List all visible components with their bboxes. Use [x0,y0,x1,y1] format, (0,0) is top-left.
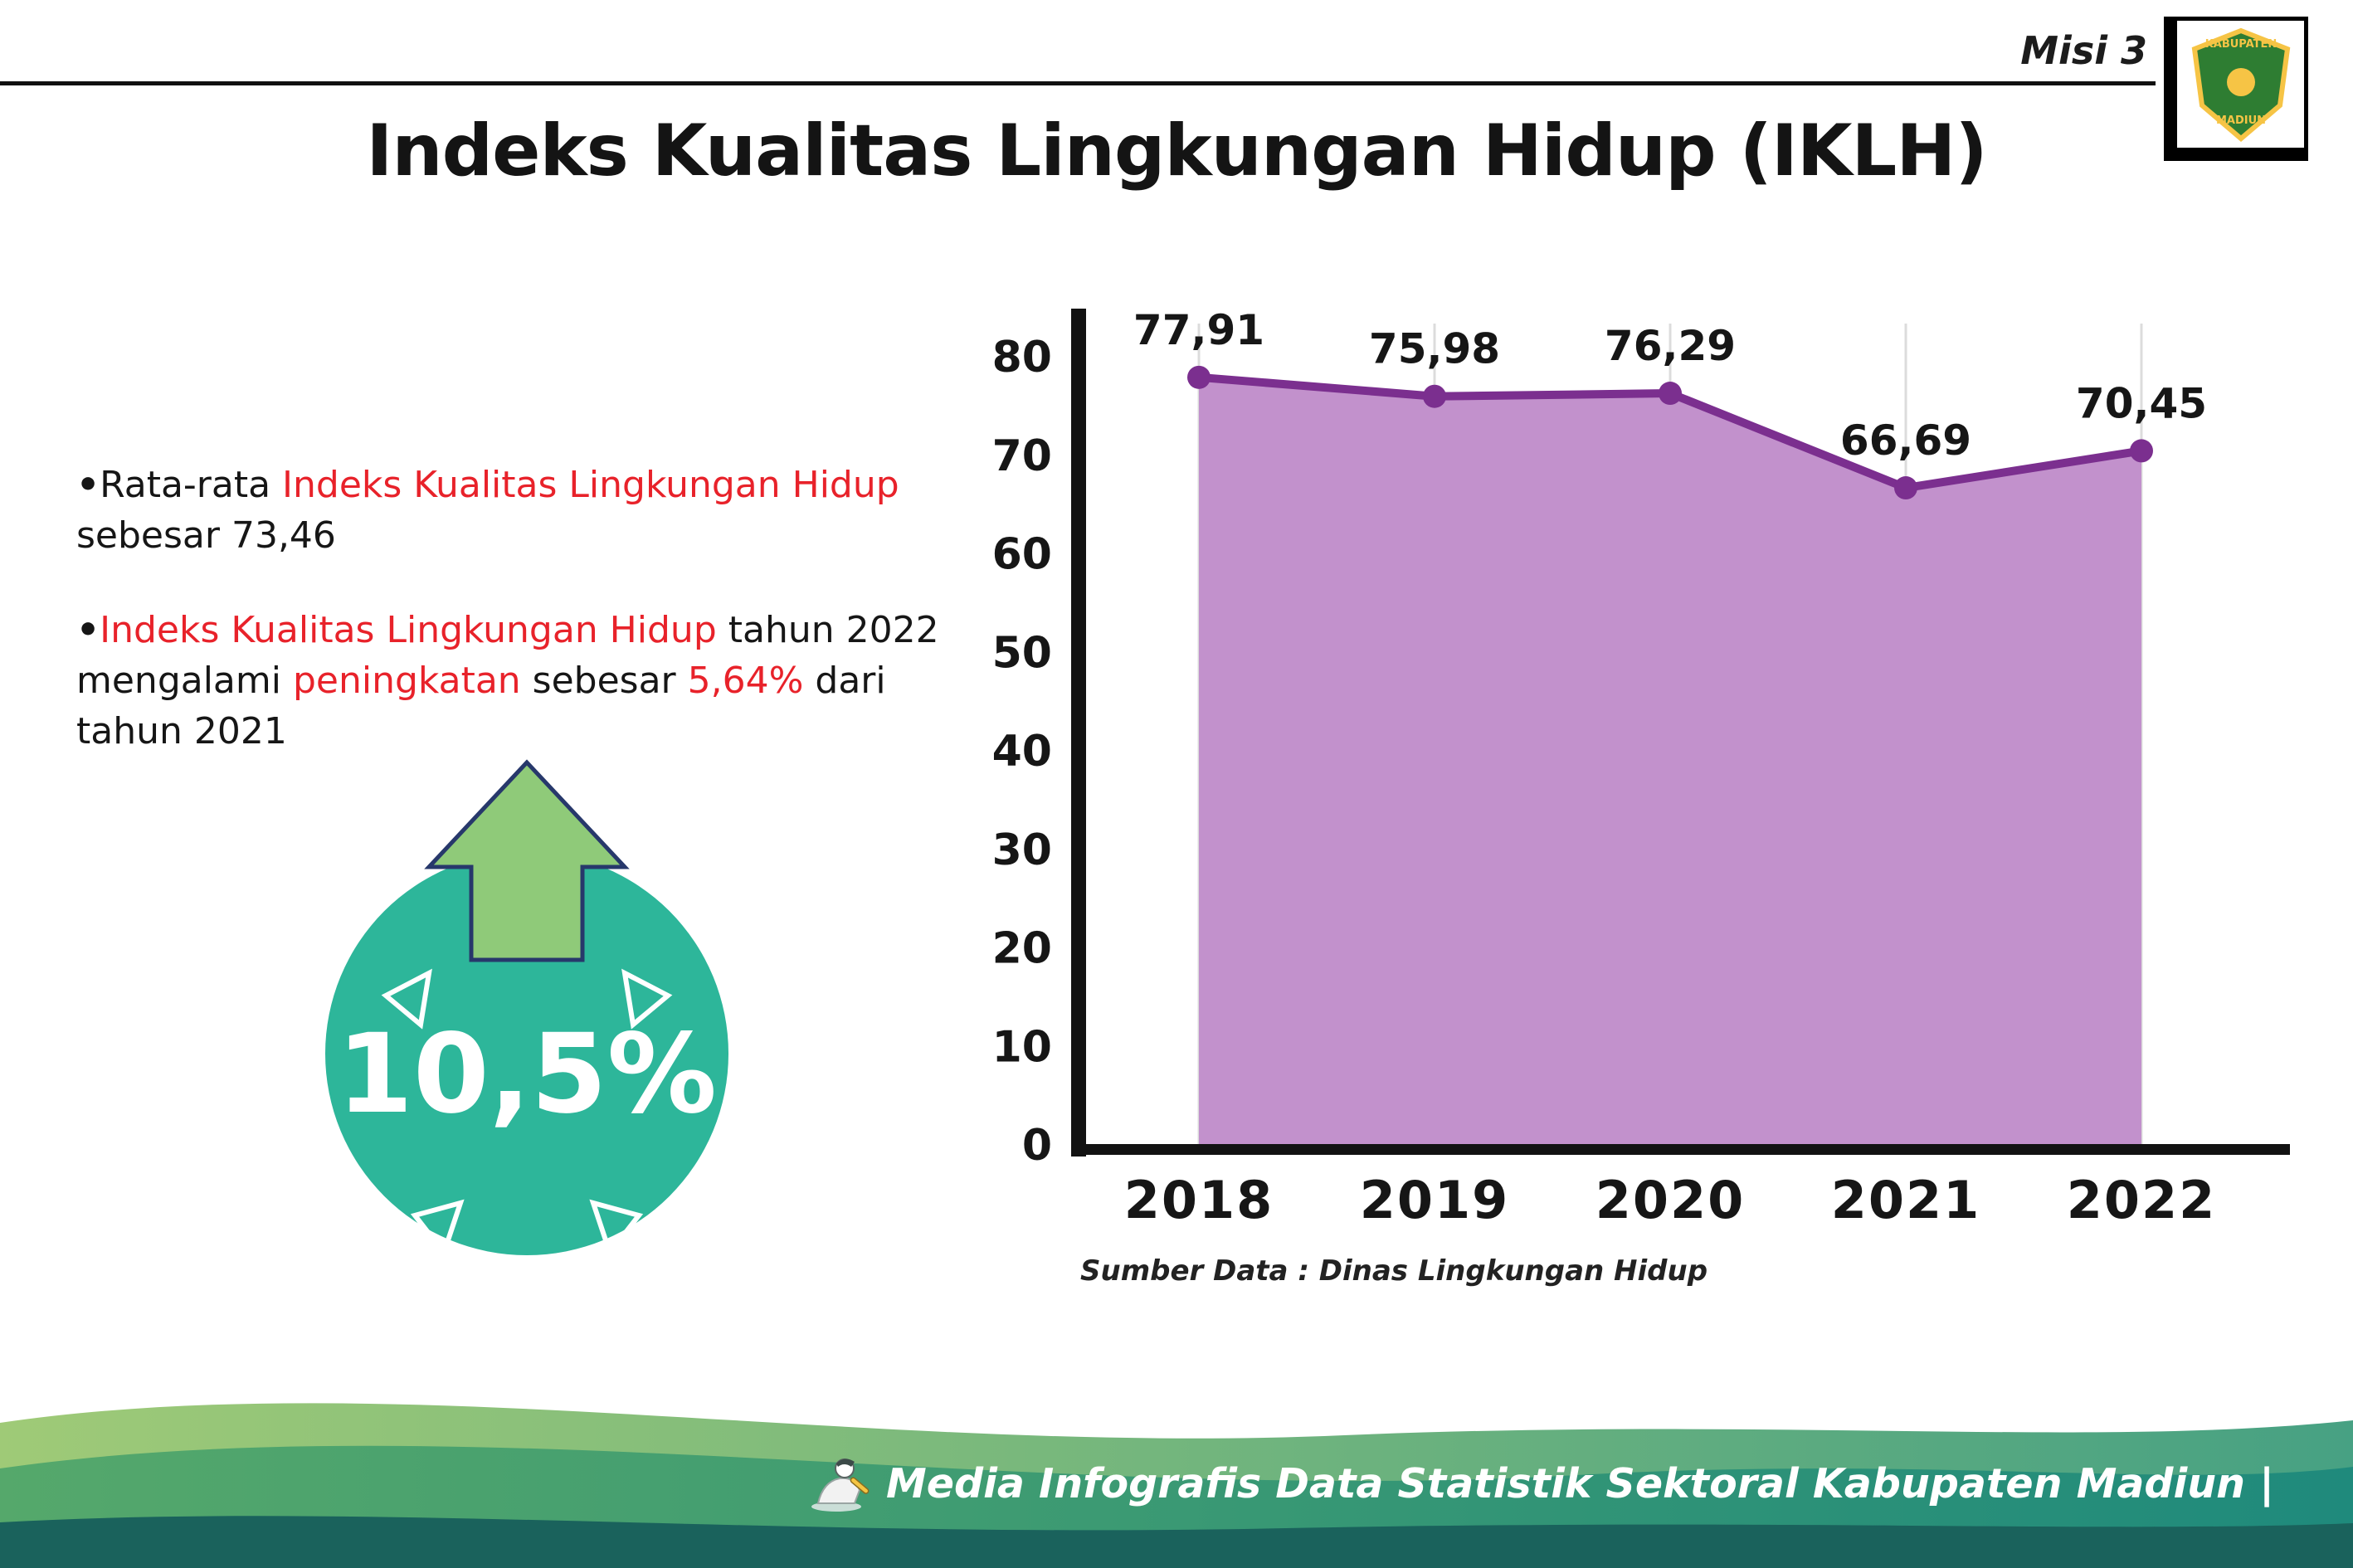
header-divider [0,81,2156,85]
data-value-label: 77,91 [1133,306,1264,354]
source-note: Sumber Data : Dinas Lingkungan Hidup [1080,1254,1708,1288]
y-tick-label: 40 [992,727,1052,777]
y-axis [1071,309,1086,1157]
y-tick-label: 70 [992,431,1052,481]
footer-band-bottom [0,1516,2353,1568]
y-tick-label: 0 [1022,1121,1052,1171]
x-tick-label: 2019 [1360,1170,1510,1230]
credit-text: Media Infografis Data Statistik Sektoral… [886,1459,2274,1507]
crest-emblem [2226,67,2255,96]
badge-tick-marks [381,968,673,1259]
writer-mascot-icon [811,1458,870,1512]
bullet2-text-3: peningkatan [292,660,521,703]
bullet1-text-1: Rata-rata [100,464,283,506]
data-point [1423,384,1446,408]
increase-badge: 10,5% [325,759,728,1259]
crest-text-top: KABUPATEN [2204,38,2277,51]
crest-text-bottom: MADIUN [2215,114,2265,127]
bullet-marker: • [76,464,100,506]
data-point [1659,382,1682,406]
y-tick-label: 20 [992,924,1052,974]
iklh-area-chart: 0 10 20 30 40 50 60 70 80 2018 2019 2020 2021 2022 77,… [992,306,2290,1230]
y-tick-label: 10 [992,1022,1052,1072]
bullet1-text-3: sebesar 73,46 [76,514,336,557]
bullet-average-iklh: •Rata-rata Indeks Kualitas Lingkungan Hi… [76,460,993,561]
bullet-marker: • [76,609,100,652]
bullet2-text-6: dari tahun 2021 [76,660,886,752]
kabupaten-madiun-logo: KABUPATEN MADIUN [2164,17,2308,161]
data-point [1894,476,1917,500]
x-tick-label: 2021 [1831,1170,1981,1230]
summary-bullets: •Rata-rata Indeks Kualitas Lingkungan Hi… [76,460,993,757]
x-tick-label: 2020 [1595,1170,1746,1230]
kabupaten-madiun-crest: KABUPATEN MADIUN [2191,27,2290,142]
footer-waves [0,1403,2353,1568]
x-tick-label: 2022 [2067,1170,2217,1230]
y-tick-label: 60 [992,530,1052,580]
y-tick-label: 30 [992,825,1052,875]
x-axis [1071,1144,2290,1155]
bullet2-text-5: 5,64% [687,660,804,703]
y-tick-label: 80 [992,333,1052,382]
bullet1-text-2: Indeks Kualitas Lingkungan Hidup [282,464,899,506]
badge-value: 10,5% [337,1010,717,1138]
page-title: Indeks Kualitas Lingkungan Hidup (IKLH) [366,110,1987,192]
footer-credit: Media Infografis Data Statistik Sektoral… [806,1454,2274,1513]
y-tick-label: 50 [992,628,1052,678]
data-point [2130,439,2153,463]
misi-label: Misi 3 [2020,28,2147,73]
data-value-label: 70,45 [2076,379,2207,427]
data-value-label: 75,98 [1369,325,1500,373]
data-point [1187,365,1211,389]
x-tick-label: 2018 [1124,1170,1274,1230]
bullet-iklh-increase: •Indeks Kualitas Lingkungan Hidup tahun … [76,606,993,757]
data-value-label: 66,69 [1840,416,1971,465]
bullet2-text-1: Indeks Kualitas Lingkungan Hidup [100,609,717,652]
up-arrow-icon [424,759,630,962]
area-fill [1199,377,2141,1146]
bullet2-text-4: sebesar [520,660,688,703]
bullet2-text-2: tahun 2022 mengalami [76,609,939,703]
badge-circle [325,852,728,1255]
data-value-label: 76,29 [1605,322,1736,370]
